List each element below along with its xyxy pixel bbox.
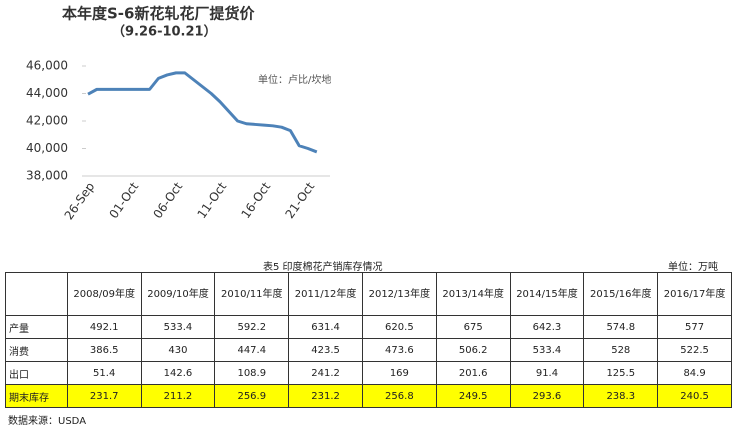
chart: 本年度S-6新花轧花厂提货价 （9.26-10.21） 单位：卢比/坎地 38,… — [26, 5, 331, 223]
x-tick-label: 21-Oct — [283, 179, 318, 221]
table-cell: 201.6 — [435, 361, 511, 385]
table-cell: 2011/12年度 — [288, 272, 363, 316]
x-tick-label: 01-Oct — [107, 179, 142, 221]
table-cell: 51.4 — [66, 361, 142, 385]
x-tick-label: 06-Oct — [151, 179, 186, 221]
table-row: 2008/09年度 2009/10年度 2010/11年度 2011/12年度 2012… — [5, 272, 732, 316]
table-cell: 473.6 — [361, 338, 437, 362]
y-tick-label: 40,000 — [26, 141, 68, 155]
table-cell: 2015/16年度 — [583, 272, 659, 316]
table-cell: 574.8 — [583, 315, 659, 339]
table-cell: 241.2 — [288, 361, 363, 385]
chart-title: 本年度S-6新花轧花厂提货价 — [62, 5, 255, 23]
table-cell: 533.4 — [509, 338, 585, 362]
data-table: 2008/09年度 2009/10年度 2010/11年度 2011/12年度 2012… — [5, 272, 732, 408]
table-cell: 2014/15年度 — [509, 272, 585, 316]
table-cell: 231.7 — [66, 384, 142, 408]
table-cell: 169 — [361, 361, 437, 385]
price-line — [87, 71, 318, 154]
table-cell: 256.8 — [361, 384, 437, 408]
table-cell: 2016/17年度 — [657, 272, 732, 316]
table-cell: 240.5 — [657, 384, 732, 408]
table-caption: 表5 印度棉花产销库存情况 — [263, 262, 383, 273]
table-cell: 256.9 — [214, 384, 290, 408]
table-unit: 单位：万吨 — [668, 262, 718, 273]
y-tick-label: 44,000 — [26, 86, 68, 100]
table-cell: 430 — [140, 338, 216, 362]
chart-subtitle: （9.26-10.21） — [112, 24, 217, 40]
table-cell: 675 — [435, 315, 511, 339]
table-cell: 125.5 — [583, 361, 659, 385]
y-tick-label: 42,000 — [26, 114, 68, 128]
table-cell: 2008/09年度 — [66, 272, 142, 316]
x-tick-label: 16-Oct — [239, 179, 274, 221]
table-cell: 消费 — [5, 338, 68, 362]
table-cell: 84.9 — [657, 361, 732, 385]
x-tick-label: 26-Sep — [62, 180, 98, 223]
table-row: 消费 386.5 430 447.4 423.5 473.6 506.2 533.4 528 52… — [5, 338, 732, 362]
table-row: 产量 492.1 533.4 592.2 631.4 620.5 675 642.3 574.8… — [5, 315, 732, 339]
table-cell: 492.1 — [66, 315, 142, 339]
table-cell: 产量 — [5, 315, 68, 339]
table-cell: 528 — [583, 338, 659, 362]
table-cell: 142.6 — [140, 361, 216, 385]
table-cell: 631.4 — [288, 315, 363, 339]
y-tick-label: 46,000 — [26, 59, 68, 73]
table-cell: 2012/13年度 — [361, 272, 437, 316]
table-cell: 249.5 — [435, 384, 511, 408]
table-cell: 642.3 — [509, 315, 585, 339]
source-note: 数据来源：USDA — [8, 416, 87, 427]
table-cell: 423.5 — [288, 338, 363, 362]
table-cell: 2010/11年度 — [214, 272, 290, 316]
table-cell: 447.4 — [214, 338, 290, 362]
table-cell: 506.2 — [435, 338, 511, 362]
table-cell: 238.3 — [583, 384, 659, 408]
table-cell: 期末库存 — [5, 384, 68, 408]
table-cell: 592.2 — [214, 315, 290, 339]
table-cell: 386.5 — [66, 338, 142, 362]
table-cell — [5, 272, 68, 316]
table-cell: 出口 — [5, 361, 68, 385]
table-cell: 620.5 — [361, 315, 437, 339]
table-cell: 293.6 — [509, 384, 585, 408]
table-row: 出口 51.4 142.6 108.9 241.2 169 201.6 91.4 125.5 84… — [5, 361, 732, 385]
table-cell: 533.4 — [140, 315, 216, 339]
table-cell: 2009/10年度 — [140, 272, 216, 316]
table-cell: 2013/14年度 — [435, 272, 511, 316]
table-cell: 108.9 — [214, 361, 290, 385]
table-cell: 231.2 — [288, 384, 363, 408]
table-cell: 522.5 — [657, 338, 732, 362]
table-cell: 577 — [657, 315, 732, 339]
y-tick-label: 38,000 — [26, 169, 68, 183]
table-cell: 91.4 — [509, 361, 585, 385]
unit-annotation: 单位：卢比/坎地 — [258, 73, 331, 86]
x-tick-label: 11-Oct — [195, 179, 230, 221]
table-row: 期末库存 231.7 211.2 256.9 231.2 256.8 249.5 293.6 2… — [5, 384, 732, 408]
table-cell: 211.2 — [140, 384, 216, 408]
